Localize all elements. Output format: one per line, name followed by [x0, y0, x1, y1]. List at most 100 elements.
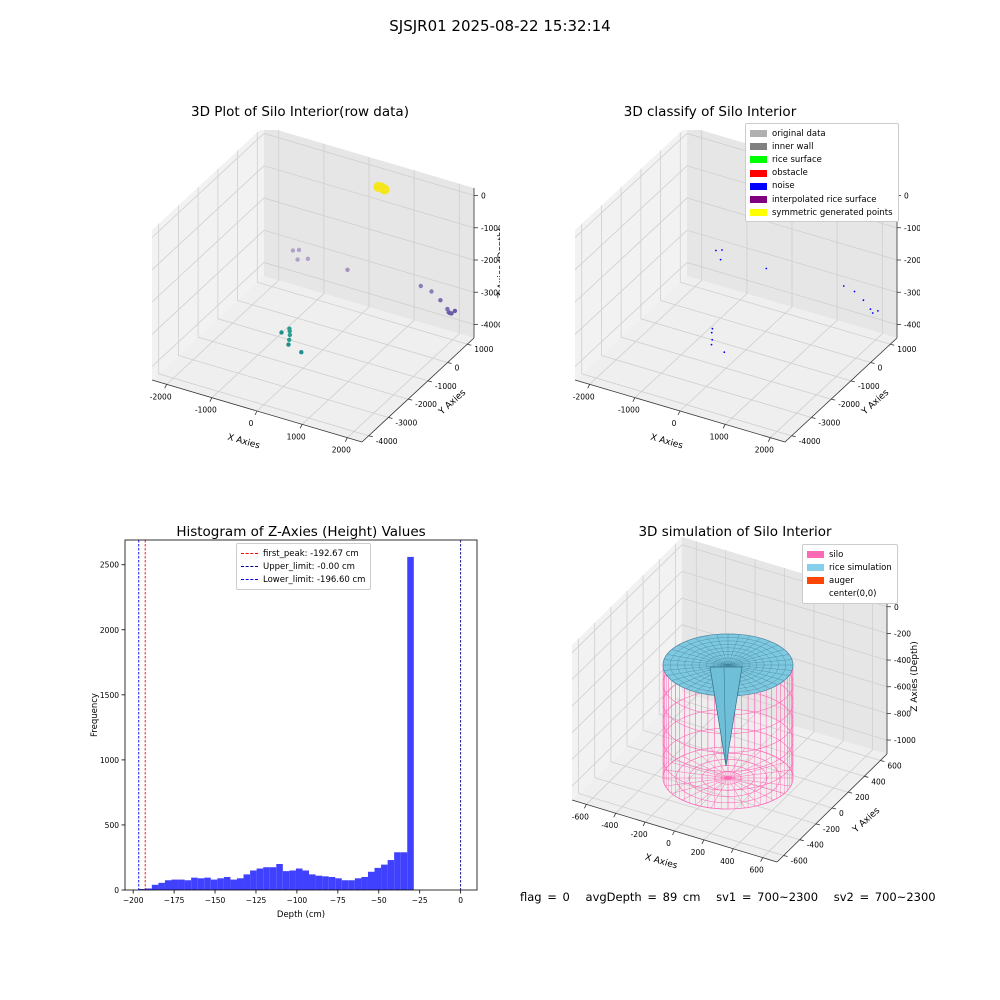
p4-grid-y	[658, 559, 865, 777]
hist-bar	[191, 877, 198, 890]
x-tick-label: −75	[330, 896, 346, 905]
silo-bottom-spoke	[727, 777, 791, 787]
hist-bar	[361, 876, 368, 890]
p1-x-tick	[344, 437, 348, 442]
p2-z-tick-label: 0	[904, 192, 909, 201]
panel2-title: 3D classify of Silo Interior	[623, 104, 797, 120]
legend-swatch	[807, 591, 824, 598]
data-point	[373, 181, 384, 192]
rice-mesh-spoke	[727, 664, 793, 671]
p1-grid-x	[347, 183, 460, 438]
p4-z-tick-label: 0	[894, 603, 899, 612]
legend-label: symmetric generated points	[772, 207, 893, 218]
legend-label: noise	[772, 181, 795, 192]
data-point	[305, 256, 311, 261]
p2-grid-y	[601, 205, 812, 418]
p4-y-tick-label: 200	[855, 793, 870, 802]
p2-y-tick-label: 1000	[897, 345, 916, 354]
p1-x-tick	[209, 397, 213, 402]
hist-bar	[381, 864, 388, 890]
rice-mesh-spoke	[671, 649, 729, 666]
x-tick-label: −100	[287, 896, 308, 905]
p1-y-tick-label: -3000	[395, 418, 417, 427]
p4-z-tick-label: -800	[894, 709, 911, 718]
legend-entry: silo	[807, 548, 892, 561]
rice-mesh-spoke	[727, 649, 785, 666]
p2-y-tick-label: -3000	[818, 418, 840, 427]
p2-grid-z	[574, 229, 898, 335]
hist-bar	[263, 867, 270, 890]
p1-grid-z	[151, 197, 475, 303]
p2-y-tick-label: -2000	[838, 400, 860, 409]
y-tick-label: 2500	[100, 561, 119, 570]
p2-grid-x	[770, 183, 883, 438]
data-point	[449, 311, 454, 316]
p1-y-tick-label: -2000	[415, 400, 437, 409]
p2-grid-x	[589, 130, 703, 385]
plot-area	[125, 540, 477, 890]
y-tick-label: 1500	[100, 691, 119, 700]
rice-mesh-spoke	[705, 635, 729, 666]
hist-bar	[158, 882, 165, 890]
p2-z-tick-label: -4000	[904, 321, 920, 330]
hist-bar	[210, 879, 218, 890]
p4-y-tick	[815, 823, 820, 826]
p1-z-tick-label: -2000	[481, 256, 500, 265]
legend-swatch	[750, 169, 767, 177]
silo-bottom-spoke	[727, 777, 761, 806]
silo-bottom-spoke	[727, 747, 746, 779]
hist-bar	[217, 878, 224, 890]
hist-bar	[256, 868, 264, 890]
x-tick-label: −200	[123, 896, 144, 905]
noise-point	[877, 310, 879, 312]
legend-label: rice simulation	[829, 562, 892, 573]
noise-point	[711, 338, 714, 341]
silo-bottom-spoke	[695, 750, 729, 779]
hist-bar	[138, 888, 146, 890]
data-point	[279, 330, 284, 335]
p4-y-tick	[783, 855, 788, 857]
data-point	[418, 283, 423, 289]
p1-grid-y	[158, 223, 369, 437]
legend-entry: obstacle	[750, 167, 893, 180]
p2-x-tick	[767, 437, 771, 442]
p1-y-tick-label: 1000	[474, 345, 493, 354]
p4-x-axis-label: X Axies	[644, 853, 679, 872]
data-point	[438, 298, 443, 303]
p4-x-tick	[613, 813, 617, 818]
hist-bar	[335, 878, 342, 890]
hist-bar	[276, 863, 283, 890]
rice-cone	[709, 666, 743, 767]
hist-bar	[269, 867, 277, 890]
p4-y-tick-label: -200	[823, 825, 840, 834]
p1-grid-y	[237, 150, 448, 363]
plot-frame	[124, 539, 478, 891]
legend-swatch	[750, 209, 767, 217]
p2-grid-y	[679, 132, 891, 345]
p2-grid-y	[620, 187, 832, 400]
data-point	[429, 289, 434, 294]
p4-x-tick-label: 0	[666, 839, 671, 848]
panel1-title: 3D Plot of Silo Interior(row data)	[191, 104, 409, 120]
p1-x-tick-label: -2000	[150, 392, 172, 401]
hist-bar	[289, 870, 296, 890]
p2-y-tick	[870, 362, 875, 364]
legend-entry: interpolated rice surface	[750, 193, 893, 206]
legend-entry: original data	[750, 127, 893, 140]
x-tick-label: −125	[246, 896, 267, 905]
noise-point	[765, 267, 768, 270]
x-tick-label: 0	[458, 896, 463, 905]
p4-y-tick-label: -400	[807, 841, 824, 850]
p1-y-tick	[368, 435, 373, 438]
silo-bottom-spoke	[671, 777, 729, 794]
p4-x-tick-label: -200	[631, 830, 648, 839]
p4-z-tick-label: -400	[894, 656, 911, 665]
p4-grid-x	[703, 576, 815, 841]
hist-bar	[348, 880, 355, 890]
legend-label: center(0,0)	[829, 589, 877, 600]
p2-x-tick-label: 2000	[755, 446, 774, 455]
sv1-value: sv1 = 700~2300	[716, 890, 819, 904]
hist-bar	[302, 870, 310, 890]
legend-entry: Lower_limit: -196.60 cm	[241, 573, 365, 586]
legend-entry: rice simulation	[807, 561, 892, 574]
